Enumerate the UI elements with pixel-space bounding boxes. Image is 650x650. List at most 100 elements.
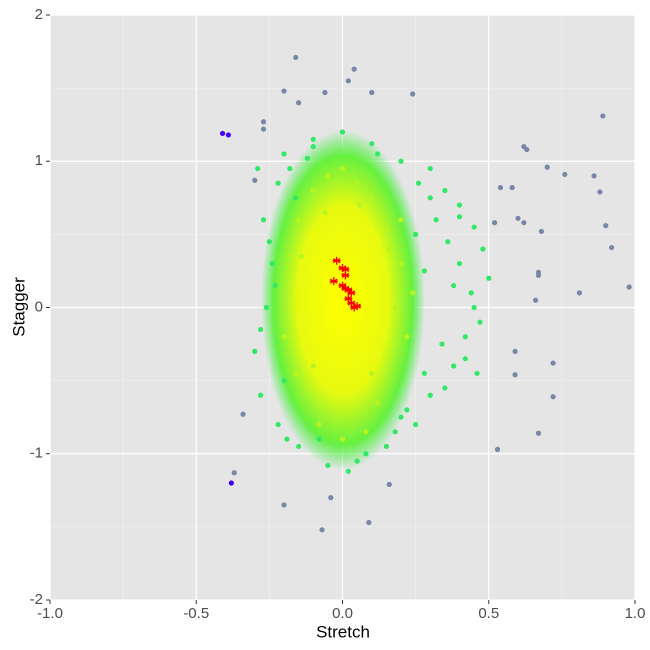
point <box>272 282 278 289</box>
point <box>451 363 457 369</box>
y-tick-label: 0 <box>35 298 43 315</box>
point <box>269 261 275 267</box>
star-point <box>353 302 362 311</box>
point <box>260 119 267 125</box>
star-point <box>338 281 347 290</box>
y-tick-label: 1 <box>35 152 43 169</box>
point <box>281 502 287 508</box>
point <box>225 132 232 138</box>
point <box>263 304 270 311</box>
point <box>471 224 477 230</box>
point <box>354 458 360 464</box>
point <box>287 290 293 296</box>
point <box>258 392 264 398</box>
point <box>296 217 302 223</box>
point <box>266 239 272 245</box>
point <box>345 78 351 84</box>
point <box>363 429 369 435</box>
star-point <box>332 256 341 265</box>
point <box>550 394 556 400</box>
point <box>316 436 322 442</box>
star-point <box>347 288 356 297</box>
point <box>275 421 281 428</box>
y-axis-title: Stagger <box>9 277 28 337</box>
point <box>609 244 615 251</box>
point <box>293 195 299 201</box>
point <box>433 217 439 223</box>
point <box>392 304 398 311</box>
point <box>544 164 550 170</box>
point <box>351 66 357 72</box>
point <box>427 392 433 398</box>
point <box>427 165 433 172</box>
point <box>451 282 457 289</box>
x-tick-label: -1.0 <box>37 605 63 622</box>
point <box>304 155 310 161</box>
point <box>281 334 287 340</box>
point <box>296 100 302 106</box>
point <box>497 184 504 191</box>
point <box>509 184 515 191</box>
point <box>410 290 416 296</box>
point <box>287 165 293 172</box>
point <box>252 177 258 183</box>
point <box>296 443 302 450</box>
point <box>258 326 264 333</box>
point <box>532 297 539 303</box>
point <box>512 348 518 354</box>
point <box>480 246 486 252</box>
point <box>442 385 448 391</box>
point <box>252 348 258 354</box>
point <box>597 189 603 195</box>
point <box>310 363 316 369</box>
point <box>228 480 234 486</box>
point <box>398 414 404 420</box>
star-point <box>347 299 356 308</box>
point <box>486 275 492 281</box>
point <box>415 180 422 186</box>
x-axis-title: Stretch <box>316 622 370 641</box>
point <box>354 180 360 186</box>
point <box>462 334 468 340</box>
point <box>383 443 389 450</box>
point <box>284 436 290 442</box>
y-tick-label: -2 <box>30 591 43 608</box>
star-point <box>341 265 350 274</box>
point <box>462 356 468 362</box>
point <box>512 372 518 378</box>
point <box>477 319 483 325</box>
point <box>293 370 299 376</box>
point <box>398 217 404 223</box>
point <box>298 253 305 259</box>
point <box>375 151 381 157</box>
point <box>316 421 322 428</box>
point <box>562 171 568 178</box>
point <box>325 173 331 179</box>
point <box>281 88 287 94</box>
point <box>339 129 346 135</box>
x-tick-label: 1.0 <box>625 605 646 622</box>
point <box>521 220 527 226</box>
point <box>383 224 389 230</box>
point <box>369 370 375 376</box>
point <box>363 451 369 457</box>
point <box>310 187 316 194</box>
point <box>304 385 310 391</box>
point <box>260 126 267 132</box>
point <box>231 470 237 476</box>
point <box>398 158 404 164</box>
star-point <box>329 277 338 286</box>
point <box>456 261 463 267</box>
point <box>492 220 498 226</box>
point <box>456 214 463 220</box>
point <box>398 261 404 267</box>
point <box>404 334 410 340</box>
point <box>538 228 545 235</box>
point <box>281 378 287 384</box>
density-glow <box>261 130 425 470</box>
point <box>240 411 246 417</box>
point <box>219 130 226 137</box>
point <box>357 202 363 208</box>
point <box>325 462 331 469</box>
